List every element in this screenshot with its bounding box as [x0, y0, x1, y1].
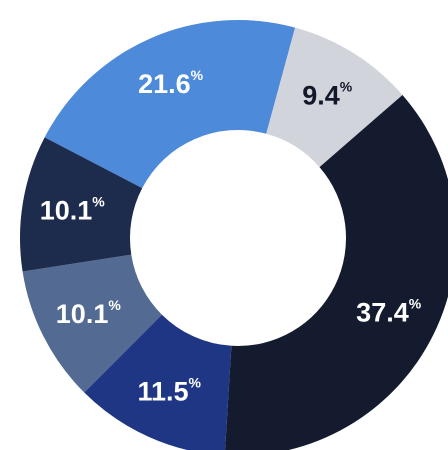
slice-value: 21.6	[138, 69, 191, 99]
slice-value: 37.4	[356, 297, 409, 327]
slice-label-4: 11.5%	[137, 374, 201, 406]
slice-unit: %	[108, 297, 121, 313]
slice-value: 9.4	[302, 81, 340, 111]
slice-unit: %	[191, 67, 204, 83]
donut-slice-5	[22, 254, 162, 393]
slice-unit: %	[340, 79, 353, 95]
slice-unit: %	[409, 295, 422, 311]
donut-slice-4	[84, 314, 232, 450]
donut-slice-6	[20, 137, 143, 272]
slice-label-3: 37.4%	[356, 295, 422, 327]
slice-value: 10.1	[40, 196, 93, 226]
donut-slice-1	[44, 20, 296, 189]
slice-label-2: 9.4%	[302, 79, 353, 111]
donut-slice-3	[225, 94, 448, 450]
slice-unit: %	[92, 194, 105, 210]
slice-value: 10.1	[56, 299, 109, 329]
slice-label-1: 21.6%	[138, 67, 204, 99]
slice-label-6: 10.1%	[40, 194, 106, 226]
slice-label-5: 10.1%	[56, 297, 122, 329]
donut-slice-2	[266, 27, 403, 168]
slice-value: 11.5	[137, 376, 188, 406]
slice-unit: %	[189, 374, 202, 390]
